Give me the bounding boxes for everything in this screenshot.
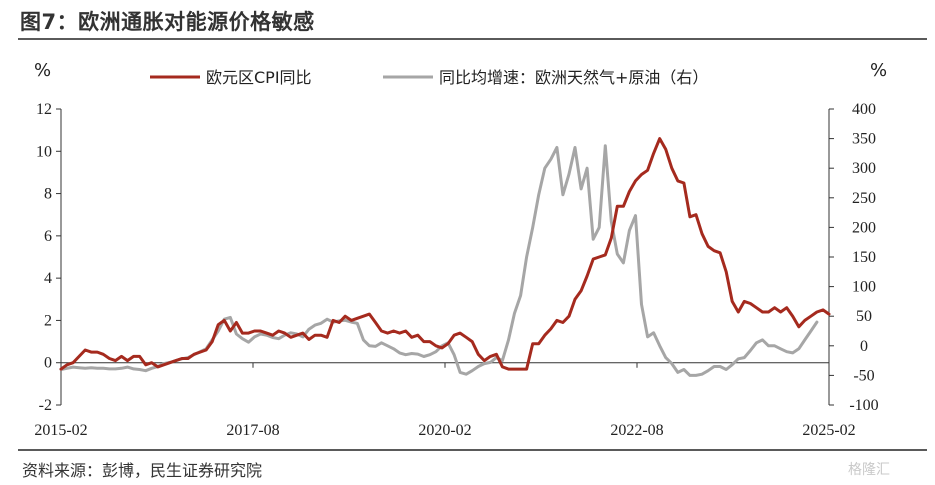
series-line-energy: [59, 144, 819, 377]
right-tick-label: 350: [852, 131, 876, 148]
left-tick-label: 8: [44, 186, 52, 203]
left-tick-label: 12: [36, 101, 52, 118]
x-tick-label: 2020-02: [418, 422, 471, 439]
left-tick-label: 2: [44, 312, 52, 329]
source-note: 资料来源：彭博，民生证券研究院: [22, 461, 263, 480]
legend-label-energy: 同比均增速：欧洲天然气+原油（右）: [439, 68, 708, 87]
right-tick-label: 50: [856, 308, 872, 325]
left-tick-label: 4: [44, 270, 52, 287]
legend-label-cpi: 欧元区CPI同比: [206, 68, 312, 87]
x-tick-label: 2022-08: [610, 422, 663, 439]
right-tick-label: 400: [852, 101, 876, 118]
right-tick-label: 300: [852, 160, 876, 177]
left-tick-label: 0: [44, 355, 52, 372]
x-tick-label: 2017-08: [226, 422, 279, 439]
page-title: 图7：欧洲通胀对能源价格敏感: [20, 10, 315, 34]
right-tick-label: 0: [860, 338, 868, 355]
series-line-cpi: [59, 137, 831, 371]
left-axis-unit: %: [34, 60, 51, 81]
left-tick-label: 6: [44, 228, 52, 245]
right-tick-label: 100: [852, 279, 876, 296]
x-tick-label: 2025-02: [802, 422, 855, 439]
left-tick-label: -2: [39, 397, 52, 414]
left-tick-label: 10: [36, 143, 52, 160]
x-tick-label: 2015-02: [34, 422, 87, 439]
footer-divider: [18, 449, 927, 451]
watermark-logo: 格隆汇: [848, 462, 890, 478]
right-tick-label: -50: [853, 367, 874, 384]
title-divider: [18, 38, 927, 40]
right-tick-label: 250: [852, 190, 876, 207]
right-tick-label: 150: [852, 249, 876, 266]
right-tick-label: -100: [849, 397, 878, 414]
right-axis-unit: %: [870, 60, 887, 81]
right-tick-label: 200: [852, 219, 876, 236]
